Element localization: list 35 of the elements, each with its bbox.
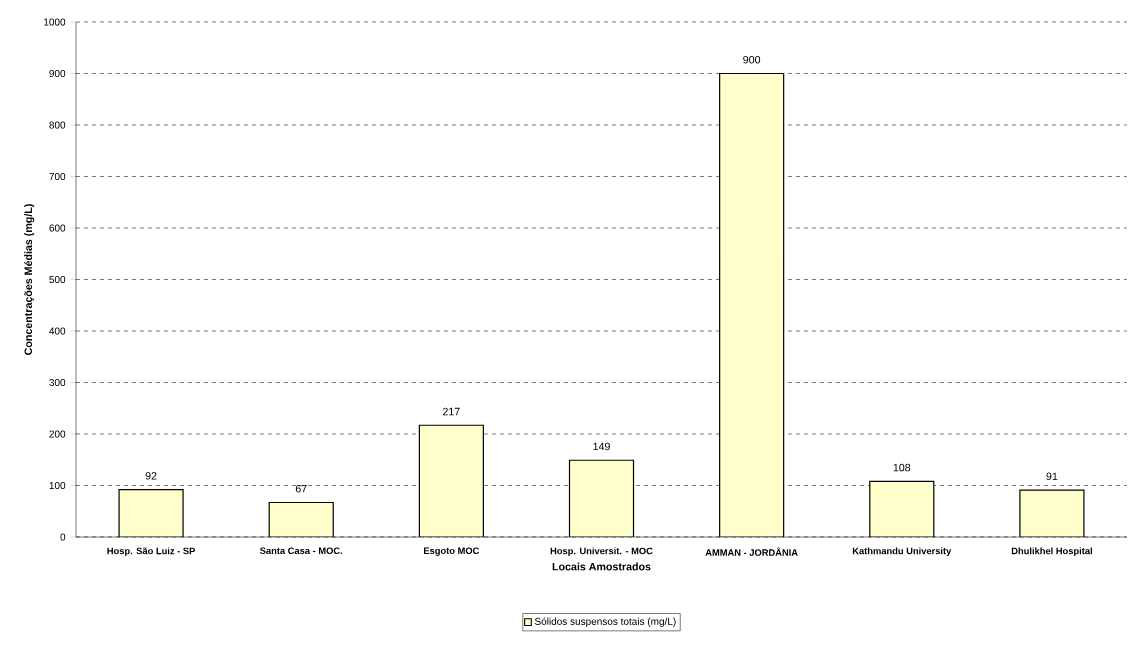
data-label: 217 <box>443 407 460 416</box>
bar <box>418 424 484 537</box>
y-tick-label: 200 <box>49 430 66 438</box>
x-tick-label: Hosp. São Luiz - SP <box>107 547 195 557</box>
bar <box>118 489 184 537</box>
x-tick-label: Kathmandu University <box>852 547 952 557</box>
y-tick-label: 100 <box>49 481 66 490</box>
bar <box>869 480 935 537</box>
y-tick-label: 300 <box>49 378 66 387</box>
y-tick-label: 900 <box>49 69 66 78</box>
data-label: 900 <box>743 55 761 64</box>
bar <box>1019 489 1085 537</box>
y-tick-label: 400 <box>49 327 66 335</box>
data-label: 91 <box>1046 472 1058 481</box>
y-tick-label: 1000 <box>44 18 66 26</box>
x-tick-label: Dhulikhel Hospital <box>1011 547 1092 557</box>
x-tick-label: Hosp. Universit. - MOC <box>550 547 653 557</box>
x-tick-label: Esgoto MOC <box>423 547 480 556</box>
legend-label: Sólidos suspensos totais (mg/L) <box>534 617 676 627</box>
data-label: 67 <box>295 484 307 493</box>
y-axis-title: Concentrações Médias (mg/L) <box>24 204 35 355</box>
bar <box>568 459 635 537</box>
y-tick-label: 700 <box>49 172 66 181</box>
bar <box>719 72 785 537</box>
data-label: 108 <box>893 463 911 472</box>
x-axis-title: Locais Amostrados <box>552 562 651 571</box>
data-label: 92 <box>145 472 157 480</box>
bar <box>268 501 334 537</box>
x-tick-label: AMMAN - JORDÂNIA <box>705 547 798 556</box>
x-tick-label: Santa Casa - MOC. <box>260 547 343 554</box>
y-tick-label: 500 <box>49 275 66 284</box>
y-tick-label: 800 <box>49 121 66 129</box>
y-tick-label: 0 <box>60 533 66 541</box>
y-tick-label: 600 <box>49 224 66 232</box>
data-label: 149 <box>593 442 610 451</box>
